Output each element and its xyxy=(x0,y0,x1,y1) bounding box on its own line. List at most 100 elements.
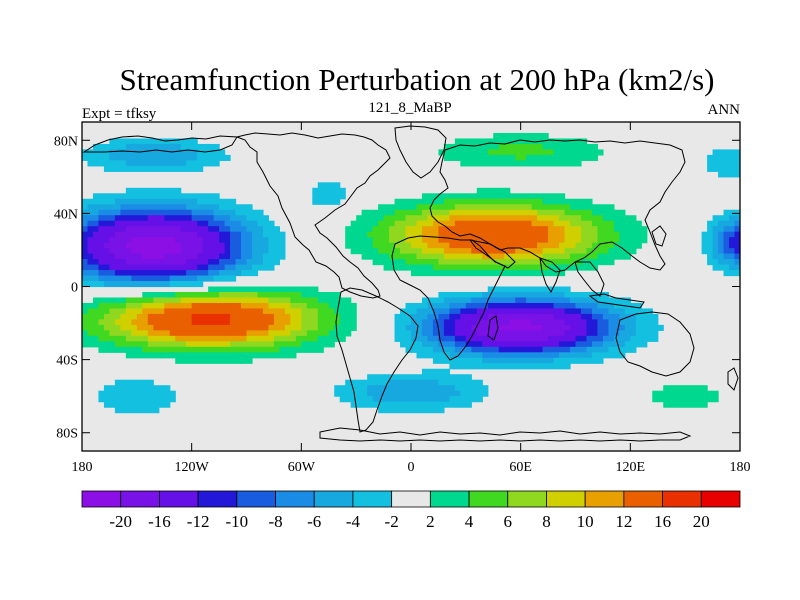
field-cell xyxy=(575,341,593,348)
field-cell xyxy=(416,253,445,260)
lon-tick-label: 0 xyxy=(408,460,415,475)
field-cell xyxy=(312,187,346,194)
field-cell xyxy=(191,215,215,222)
field-cell xyxy=(241,231,253,238)
field-cell xyxy=(718,248,725,255)
field-cell xyxy=(405,215,429,222)
colorbar-box xyxy=(197,490,238,508)
field-cell xyxy=(443,248,472,255)
field-cell xyxy=(718,220,736,227)
coast-new-zealand xyxy=(727,367,739,391)
field-cell xyxy=(82,220,89,227)
field-cell xyxy=(219,237,231,244)
field-cell xyxy=(372,396,450,403)
field-cell xyxy=(219,226,231,233)
field-cell xyxy=(301,308,319,315)
field-cell xyxy=(542,259,582,266)
field-cell xyxy=(87,308,111,315)
colorbar-box xyxy=(700,490,741,508)
field-cell xyxy=(208,220,226,227)
field-cell xyxy=(707,226,714,233)
field-cell xyxy=(630,335,659,342)
field-cell xyxy=(345,237,374,244)
field-cell xyxy=(559,242,577,249)
field-cell xyxy=(619,231,648,238)
field-cell xyxy=(219,291,259,299)
field-cell xyxy=(109,330,132,337)
field-cell xyxy=(416,220,434,227)
field-cell xyxy=(542,198,593,205)
field-cell xyxy=(526,297,571,304)
field-cell xyxy=(197,154,231,161)
field-cell xyxy=(602,341,626,348)
field-cell xyxy=(87,220,100,227)
field-cell xyxy=(427,313,440,320)
field-cell xyxy=(82,264,100,271)
field-cell xyxy=(87,248,111,255)
field-cell xyxy=(235,259,248,266)
field-cell xyxy=(712,226,725,233)
field-cell xyxy=(553,149,604,156)
colorbar-label: -2 xyxy=(385,512,399,531)
field-cell xyxy=(564,248,588,255)
coast-africa xyxy=(391,235,506,361)
field-cell xyxy=(147,215,165,222)
field-cell xyxy=(82,209,100,216)
field-cell xyxy=(421,297,445,304)
field-cell xyxy=(219,231,231,238)
field-cell xyxy=(421,248,445,255)
field-cell xyxy=(400,248,423,255)
field-cell xyxy=(114,341,149,348)
field-cell xyxy=(284,324,302,331)
field-cell xyxy=(345,226,374,233)
field-cell xyxy=(306,302,330,310)
field-cell xyxy=(427,215,450,222)
field-cell xyxy=(142,346,280,353)
field-cell xyxy=(103,242,127,249)
field-cell xyxy=(394,209,423,216)
field-cell xyxy=(350,248,379,255)
field-cell xyxy=(432,264,549,271)
field-cell xyxy=(734,248,740,255)
field-cell xyxy=(718,171,740,178)
field-cell xyxy=(180,143,220,151)
field-cell xyxy=(224,264,237,271)
field-cell xyxy=(202,237,220,244)
field-cell xyxy=(268,297,291,304)
field-cell xyxy=(197,253,220,260)
field-cell xyxy=(438,237,549,244)
field-cell xyxy=(597,330,610,337)
field-cell xyxy=(136,313,149,320)
field-cell xyxy=(482,253,505,260)
field-cell xyxy=(82,308,89,315)
field-cell xyxy=(586,319,599,326)
lon-tick-label: 60W xyxy=(288,460,316,475)
field-cell xyxy=(268,302,291,310)
field-cell xyxy=(575,302,599,310)
field-cell xyxy=(635,313,659,320)
field-cell xyxy=(350,220,379,227)
field-cell xyxy=(712,237,719,244)
field-cell xyxy=(82,237,89,244)
field-cell xyxy=(241,253,253,260)
field-cell xyxy=(82,215,100,222)
field-cell xyxy=(224,248,231,255)
field-cell xyxy=(734,220,740,227)
field-cell xyxy=(301,324,319,331)
field-cell xyxy=(580,259,615,266)
field-cell xyxy=(454,220,533,227)
colorbar-box xyxy=(623,490,663,508)
field-cell xyxy=(82,302,100,310)
field-cell xyxy=(394,324,407,331)
field-cell xyxy=(290,302,308,310)
field-cell xyxy=(197,198,237,205)
field-cell xyxy=(164,302,193,310)
field-cell xyxy=(197,264,209,271)
field-cell xyxy=(262,253,286,260)
field-cell xyxy=(454,324,472,331)
field-cell xyxy=(125,259,187,266)
field-cell xyxy=(723,248,736,255)
field-cell xyxy=(427,335,440,342)
field-cell xyxy=(476,330,566,337)
field-cell xyxy=(114,270,187,277)
